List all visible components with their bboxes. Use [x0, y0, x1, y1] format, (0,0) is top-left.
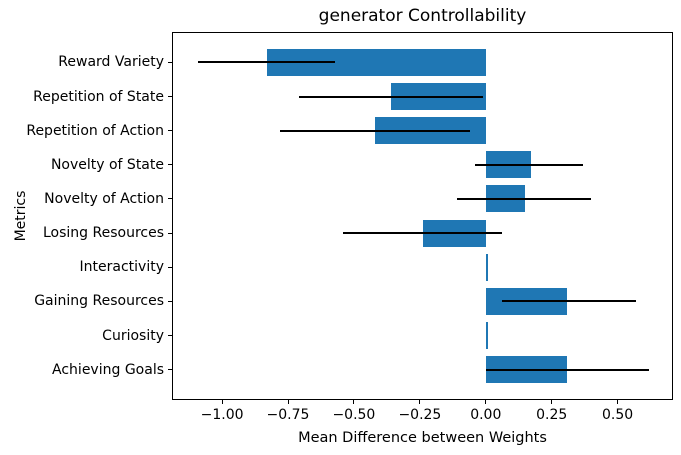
x-tick-label: −0.50 [332, 407, 376, 423]
y-tick-mark [168, 198, 172, 200]
error-bar [298, 95, 484, 98]
y-tick-label: Curiosity [102, 327, 164, 344]
error-bar [501, 300, 637, 303]
y-tick-mark [168, 232, 172, 234]
y-tick-mark [168, 300, 172, 302]
bar [485, 253, 489, 281]
x-tick-mark [221, 400, 223, 404]
x-tick-mark [617, 400, 619, 404]
y-tick-label: Gaining Resources [34, 293, 164, 310]
x-tick-label: 0.00 [470, 407, 502, 423]
x-tick-mark [419, 400, 421, 404]
x-axis-label: Mean Difference between Weights [298, 430, 547, 446]
y-tick-label: Losing Resources [42, 225, 164, 242]
y-tick-label: Novelty of Action [44, 190, 164, 207]
y-tick-mark [168, 96, 172, 97]
y-tick-mark [168, 130, 172, 132]
y-tick-mark [168, 335, 172, 336]
error-bar [343, 232, 502, 235]
x-tick-mark [551, 400, 553, 404]
y-tick-mark [168, 369, 172, 371]
error-bar [456, 197, 592, 200]
x-tick-label: 0.50 [602, 407, 634, 423]
bar [485, 322, 489, 349]
error-bar [198, 61, 336, 64]
y-tick-label: Novelty of State [50, 156, 164, 173]
y-tick-label: Interactivity [79, 259, 164, 276]
y-tick-mark [168, 164, 172, 166]
y-tick-mark [168, 266, 172, 268]
chart-title: generator Controllability [318, 6, 527, 26]
y-tick-label: Achieving Goals [52, 361, 164, 378]
y-tick-label: Repetition of State [33, 88, 164, 105]
error-bar [475, 163, 584, 166]
x-tick-label: −0.75 [266, 407, 310, 423]
x-tick-label: −1.00 [200, 407, 244, 423]
x-tick-label: −0.25 [398, 407, 442, 423]
y-tick-label: Reward Variety [58, 54, 164, 71]
x-tick-mark [353, 400, 355, 404]
x-tick-mark [485, 400, 487, 404]
error-bar [280, 129, 470, 132]
y-tick-label: Repetition of Action [26, 122, 164, 139]
x-tick-label: 0.25 [536, 407, 568, 423]
error-bar [485, 368, 650, 371]
y-tick-mark [168, 61, 172, 63]
x-tick-mark [287, 400, 289, 404]
